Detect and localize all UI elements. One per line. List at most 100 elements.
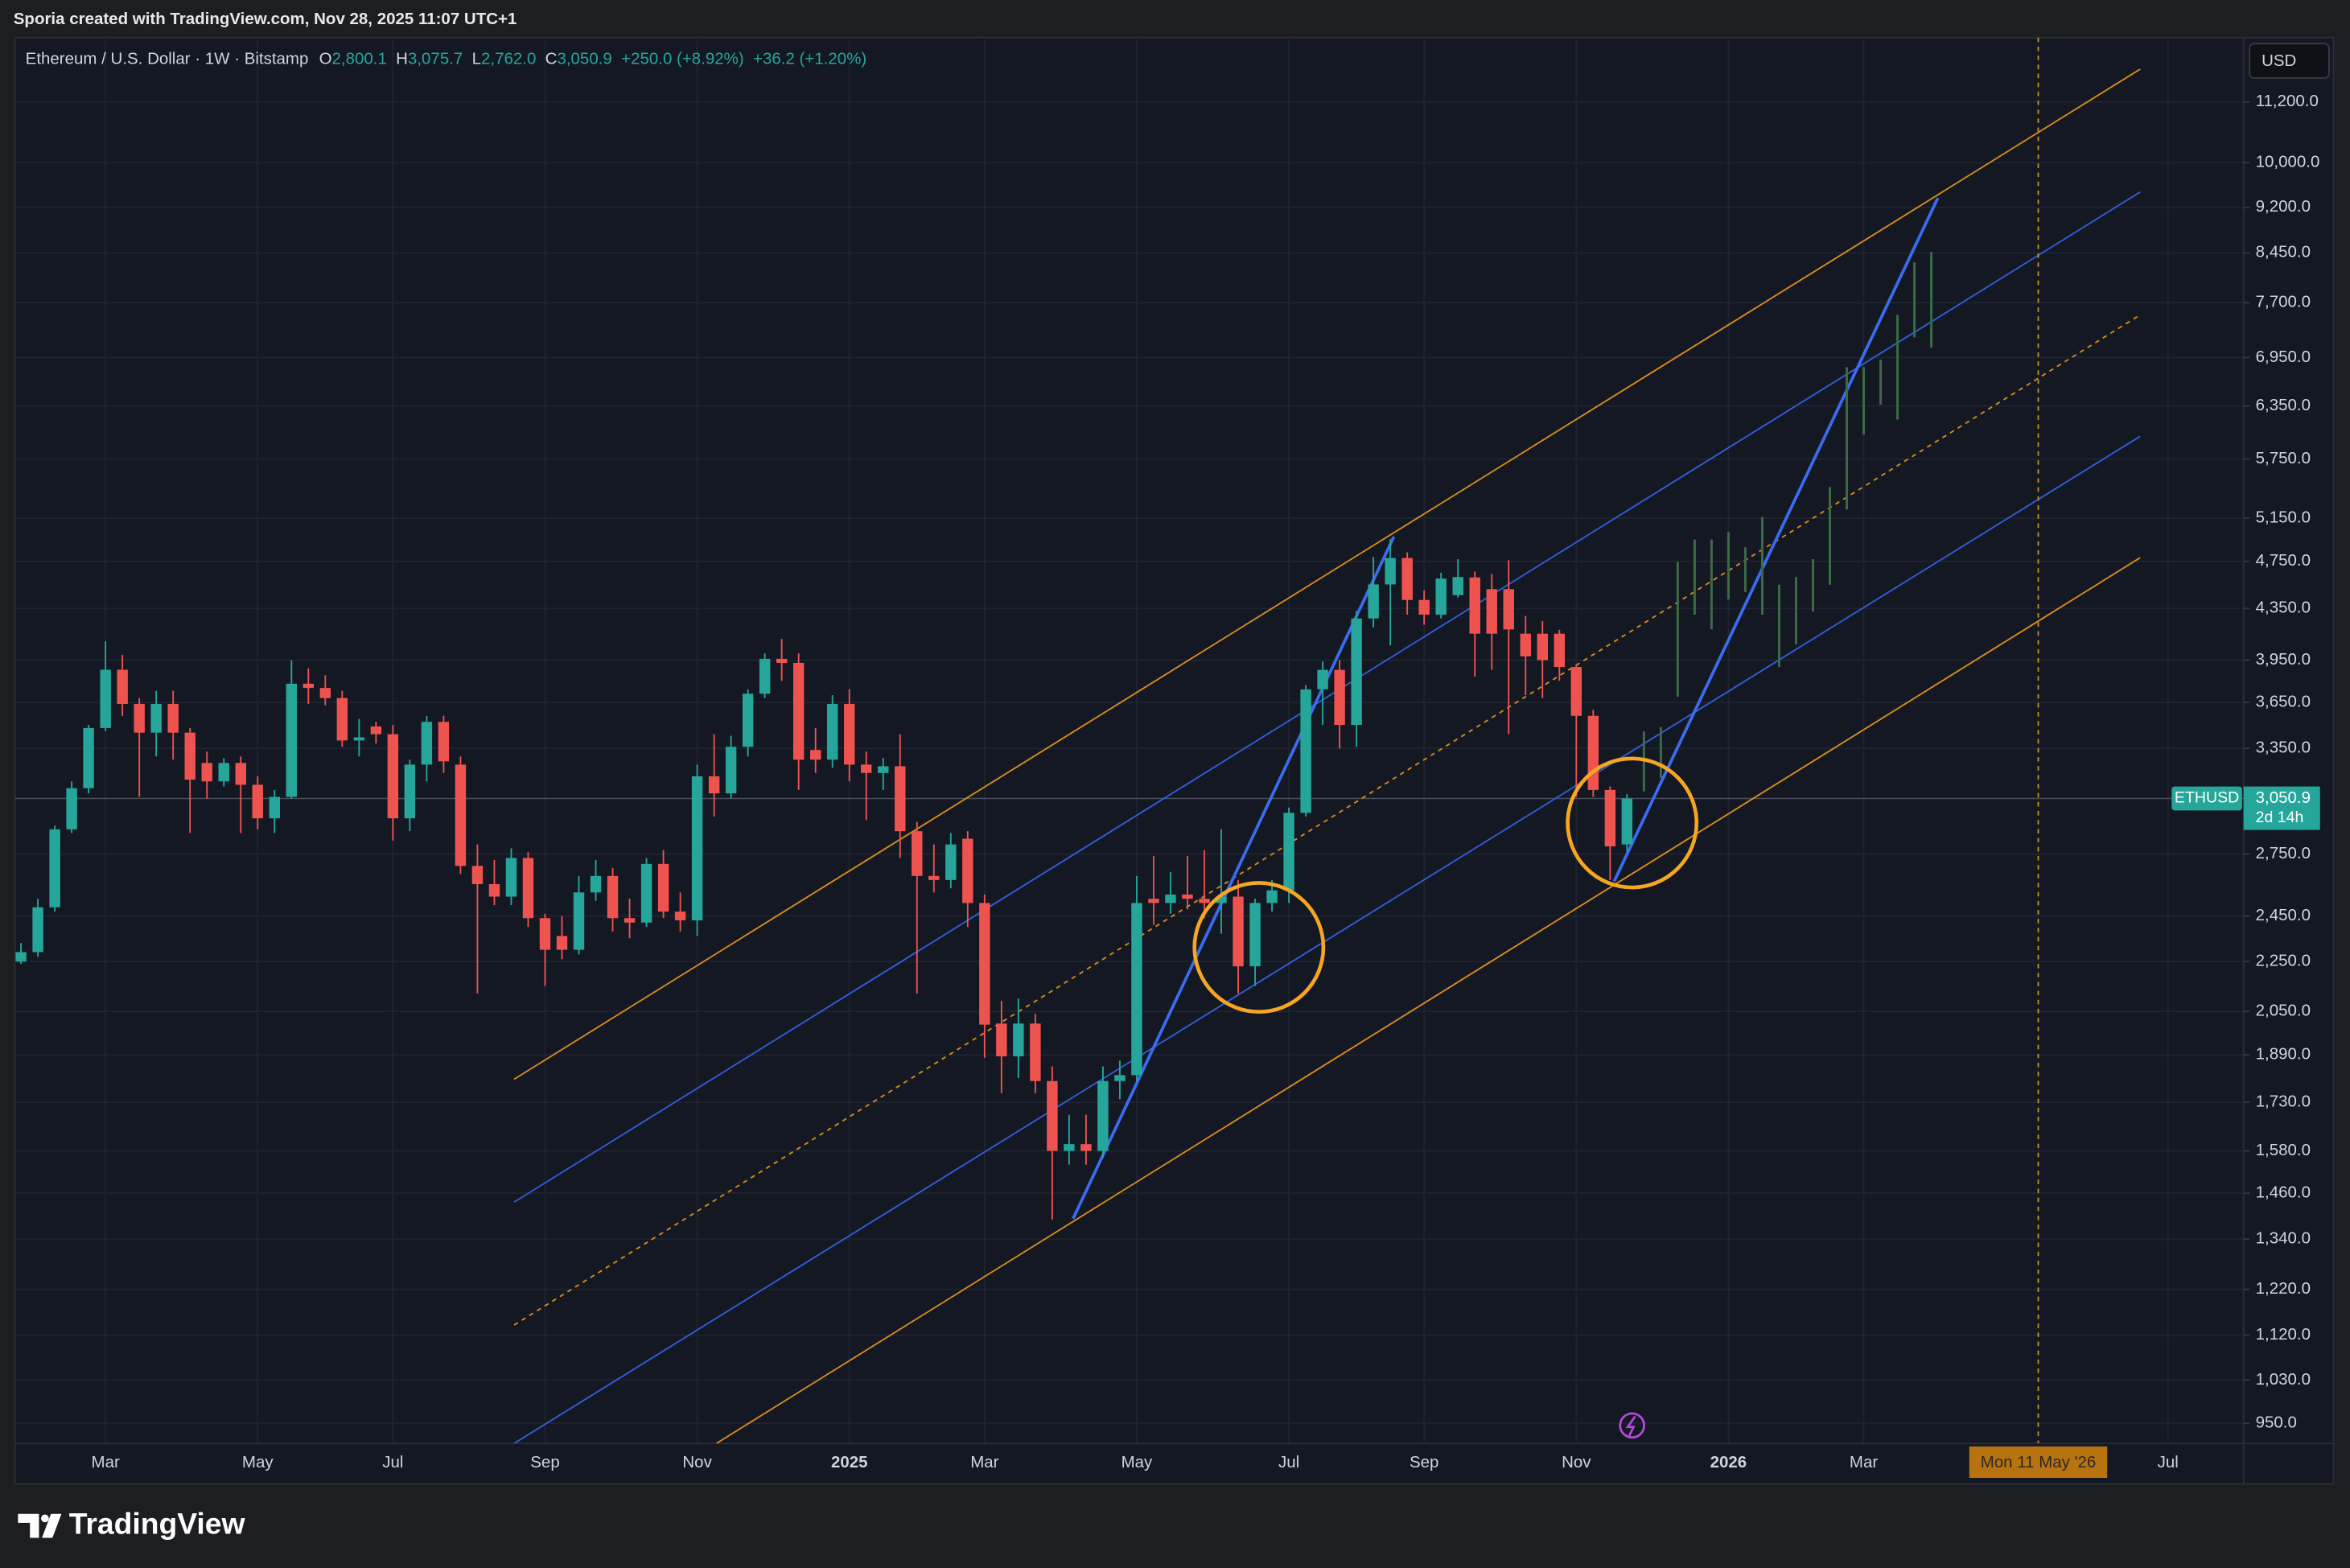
- candle-body: [438, 722, 450, 762]
- candle-body: [1182, 894, 1193, 899]
- x-tick-label: 2025: [831, 1453, 868, 1471]
- y-tick-label: 9,200.0: [2256, 197, 2311, 216]
- candle-body: [49, 829, 60, 907]
- candle-body: [1435, 578, 1447, 615]
- legend-key: C: [545, 50, 558, 68]
- x-tick-label: Jul: [382, 1453, 403, 1471]
- highlights: [1192, 756, 1699, 1439]
- x-tick-label: Nov: [1562, 1453, 1591, 1471]
- candle-body: [1148, 899, 1159, 903]
- candle-body: [996, 1023, 1007, 1057]
- candle-body: [235, 763, 246, 785]
- credit: Sporia created with TradingView.com, Nov…: [14, 10, 517, 28]
- legend-value: 2,800.1: [332, 50, 387, 68]
- candle-body: [945, 844, 957, 880]
- y-tick-label: 1,730.0: [2256, 1093, 2311, 1111]
- candle-body: [962, 838, 973, 903]
- x-tick-label: Mar: [1850, 1453, 1878, 1471]
- symbol-tag-bg: [2171, 786, 2242, 811]
- y-tick-label: 950.0: [2256, 1414, 2297, 1432]
- candle-body: [32, 907, 43, 953]
- price-tag-bg: [2243, 786, 2320, 830]
- candle-body: [1520, 633, 1531, 656]
- y-tick-label: 1,340.0: [2256, 1229, 2311, 1248]
- candle-body: [1570, 667, 1582, 716]
- y-tick-label: 8,450.0: [2256, 243, 2311, 261]
- y-tick-label: 5,750.0: [2256, 449, 2311, 467]
- y-tick-label: 3,950.0: [2256, 650, 2311, 669]
- candle-body: [370, 726, 382, 735]
- candle-body: [1199, 899, 1210, 903]
- channel-line: [513, 435, 2141, 1444]
- y-tick-label: 11,200.0: [2256, 92, 2319, 110]
- candle-body: [861, 764, 872, 773]
- y-tick-label: 2,450.0: [2256, 906, 2311, 924]
- y-tick-label: 2,050.0: [2256, 1002, 2311, 1020]
- candle-body: [387, 734, 399, 819]
- legend-change: +250.0 (+8.92%): [621, 50, 744, 68]
- channel-mid: [513, 314, 2141, 1326]
- candle-body: [1554, 633, 1565, 668]
- brand: TradingView: [69, 1506, 246, 1540]
- candle-body: [218, 763, 229, 782]
- legend-key: O: [319, 50, 332, 68]
- y-tick-label: 4,750.0: [2256, 551, 2311, 570]
- candle-body: [878, 766, 889, 773]
- candle-body: [201, 763, 212, 782]
- candle-body: [742, 693, 754, 747]
- channel-upper: [513, 68, 2141, 1080]
- y-tick-label: 6,950.0: [2256, 348, 2311, 366]
- candle-body: [1080, 1144, 1092, 1151]
- candle-body: [404, 764, 416, 819]
- candle-body: [1334, 669, 1345, 726]
- candle-body: [421, 722, 433, 765]
- candle-body: [134, 703, 145, 733]
- y-tick-label: 1,030.0: [2256, 1370, 2311, 1389]
- logo-shape: [18, 1513, 39, 1538]
- candle-body: [708, 776, 720, 794]
- candle-body: [691, 776, 703, 920]
- candle-body: [66, 788, 77, 829]
- axes: 11,200.0 10,000.0 9,200.0 8,450.0 7,700.0 6,9…: [92, 92, 2320, 1471]
- candle-body: [1317, 669, 1328, 689]
- x-tick-label: Mar: [92, 1453, 120, 1471]
- candle-body: [1283, 813, 1294, 891]
- candle-body: [1216, 896, 1227, 903]
- channel-line: [513, 191, 2141, 1204]
- candle-body: [1503, 589, 1514, 630]
- candle-body: [1013, 1023, 1024, 1057]
- y-tick-label: 1,890.0: [2256, 1045, 2311, 1064]
- candle-body: [1368, 584, 1379, 619]
- x-tick-label: Mar: [970, 1453, 998, 1471]
- y-tick-label: 7,700.0: [2256, 293, 2311, 311]
- y-tick-label: 2,750.0: [2256, 844, 2311, 862]
- candle-body: [1064, 1144, 1075, 1151]
- currency-box[interactable]: [2249, 43, 2330, 80]
- event-icon-bolt: [1625, 1415, 1636, 1437]
- candle-body: [1030, 1023, 1041, 1081]
- candle-body: [286, 683, 297, 797]
- currency: USD: [2262, 51, 2296, 70]
- candle-body: [1401, 558, 1413, 600]
- candle-body: [117, 669, 128, 704]
- x-tick-label: Nov: [682, 1453, 712, 1471]
- candle-body: [607, 875, 619, 919]
- x-tick-label: Sep: [1410, 1453, 1438, 1471]
- candle-body: [505, 858, 517, 897]
- candle-body: [1604, 789, 1616, 847]
- candle-body: [1047, 1080, 1058, 1151]
- y-tick-label: 1,460.0: [2256, 1183, 2311, 1202]
- y-tick-label: 3,650.0: [2256, 693, 2311, 711]
- candle-body: [657, 863, 669, 912]
- candle-body: [353, 737, 365, 741]
- candle-body: [100, 669, 111, 728]
- x-tick-label: May: [242, 1453, 274, 1471]
- event-icon[interactable]: [1619, 1412, 1645, 1439]
- candle-body: [1233, 896, 1244, 967]
- y-tick-label: 5,150.0: [2256, 508, 2311, 526]
- marks: [15, 252, 1933, 1220]
- candle-body: [809, 750, 821, 760]
- drawings: [513, 37, 2141, 1444]
- candle-body: [455, 764, 467, 866]
